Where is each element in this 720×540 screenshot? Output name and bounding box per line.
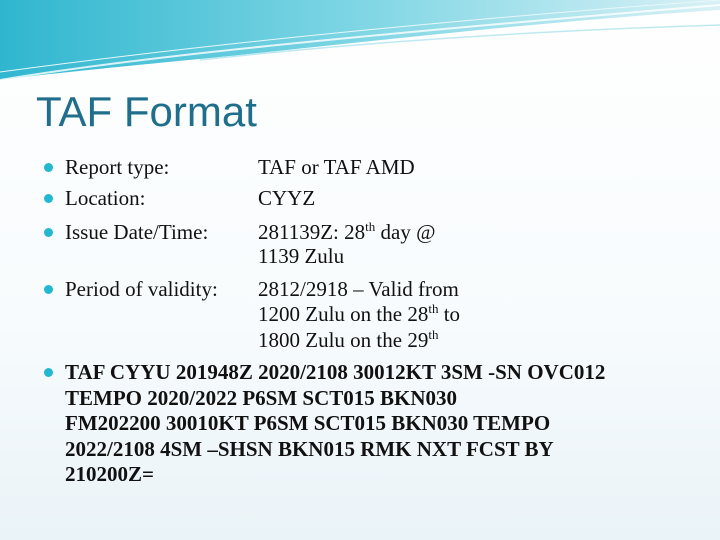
- bullet-value: CYYZ: [258, 186, 316, 210]
- bullet-label: Period of validity:: [65, 277, 218, 301]
- bullet-value: TAF or TAF AMD: [258, 155, 415, 179]
- value-sup: th: [365, 219, 376, 234]
- taf-line: 210200Z=: [65, 462, 154, 486]
- value-sup: th: [428, 327, 439, 342]
- bullet-value-line2: 1139 Zulu: [258, 244, 345, 268]
- bullet-label: Location:: [65, 186, 146, 210]
- bullet-value-line3: 1800 Zulu on the 29th: [258, 328, 438, 352]
- bullet-value-line2: 1200 Zulu on the 28th to: [258, 302, 460, 326]
- bullet-label: Issue Date/Time:: [65, 220, 209, 244]
- value-sup: th: [428, 301, 439, 316]
- bullet-icon: [44, 285, 53, 294]
- slide-title: TAF Format: [36, 88, 257, 135]
- bullet-value: 2812/2918 – Valid from: [258, 277, 459, 301]
- bullet-value: 281139Z: 28th day @: [258, 220, 435, 244]
- value-text: day @: [375, 220, 436, 244]
- bullet-icon: [44, 228, 53, 237]
- taf-line: TEMPO 2020/2022 P6SM SCT015 BKN030: [65, 385, 458, 410]
- value-text: to: [438, 302, 461, 326]
- value-text: 1200 Zulu on the 28: [258, 302, 429, 326]
- taf-line: TAF CYYU 201948Z 2020/2108 30012KT 3SM -…: [65, 360, 606, 384]
- taf-example: TAF CYYU 201948Z 2020/2108 30012KT 3SM -…: [44, 360, 684, 488]
- bullet-icon: [44, 163, 53, 172]
- taf-line: FM202200 30010KT P6SM SCT015 BKN030 TEMP…: [65, 411, 551, 435]
- bullet-icon: [44, 194, 53, 203]
- bullet-icon: [44, 368, 53, 377]
- value-text: 281139Z: 28: [258, 220, 366, 244]
- header-wave-decoration: [0, 0, 720, 81]
- value-text: 1800 Zulu on the 29: [258, 328, 429, 352]
- bullet-label: Report type:: [65, 155, 170, 179]
- taf-line: 2022/2108 4SM –SHSN BKN015 RMK NXT FCST …: [65, 436, 554, 461]
